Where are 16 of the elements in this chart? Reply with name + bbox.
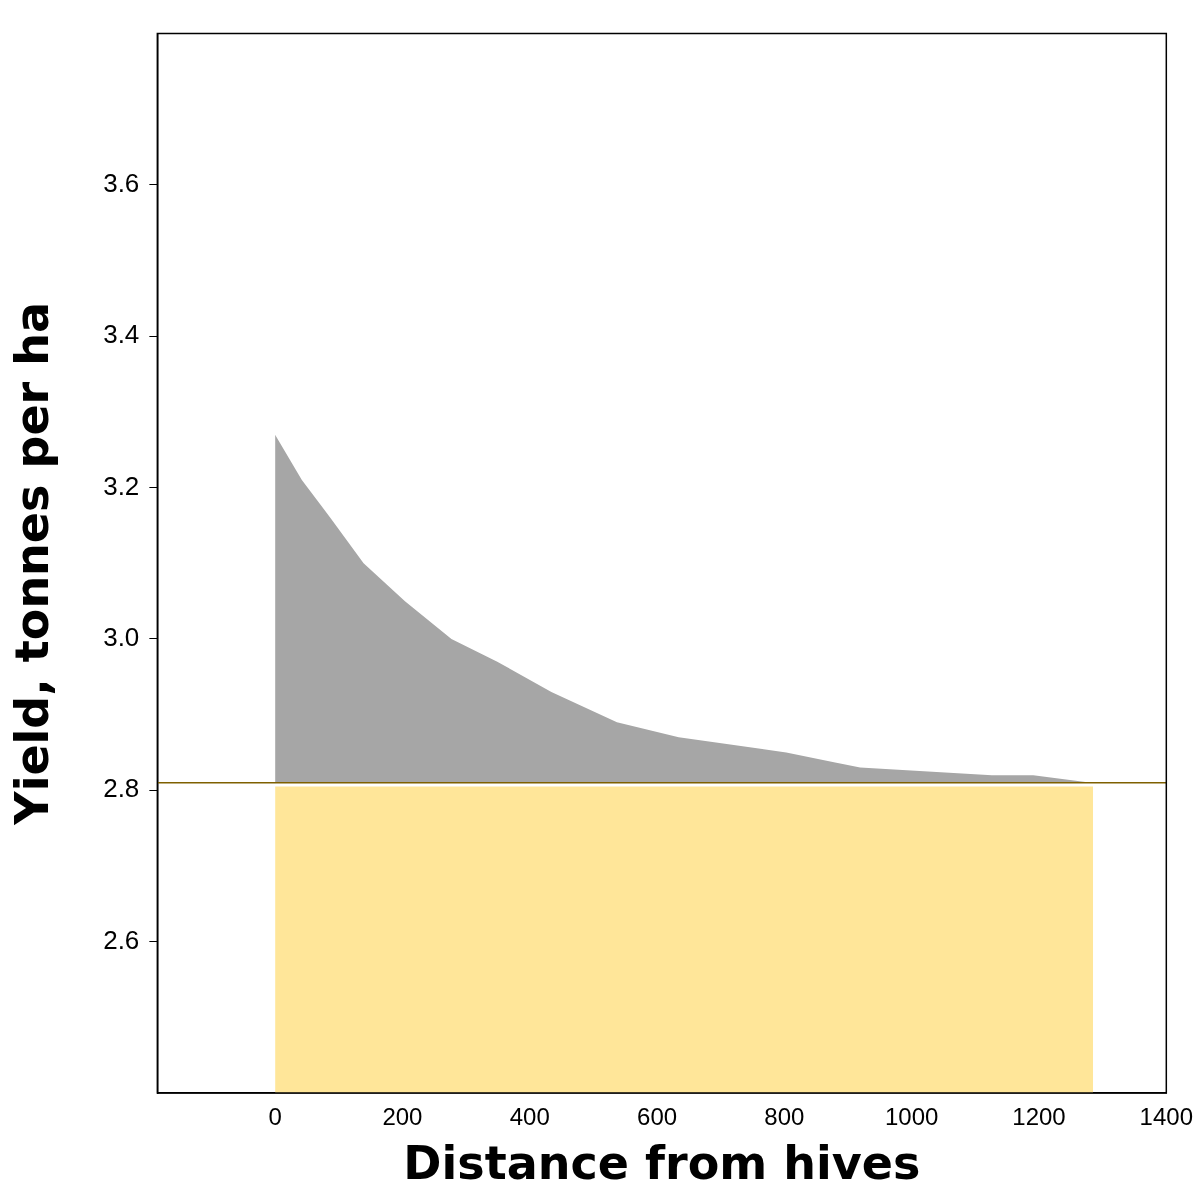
x-tick-label: 200	[382, 1103, 423, 1131]
y-tick-label: 2.6	[103, 924, 140, 955]
y-tick-label: 2.8	[103, 773, 140, 804]
x-tick-label: 800	[764, 1103, 805, 1131]
y-tick-label: 3.0	[103, 622, 140, 653]
x-tick-label: 1000	[884, 1103, 939, 1131]
x-tick-label: 1400	[1139, 1103, 1193, 1131]
x-tick-label: 400	[509, 1103, 550, 1131]
y-tick-label: 3.2	[103, 470, 140, 501]
x-axis-title: Distance from hives	[403, 1136, 921, 1191]
x-tick-label: 1200	[1012, 1103, 1066, 1131]
x-tick-label: 600	[637, 1103, 678, 1131]
y-axis-title: Yield, tonnes per ha	[4, 301, 59, 826]
y-tick-label: 3.4	[103, 319, 140, 350]
x-tick-label: 0	[268, 1103, 282, 1131]
y-tick-label: 3.6	[103, 168, 140, 199]
